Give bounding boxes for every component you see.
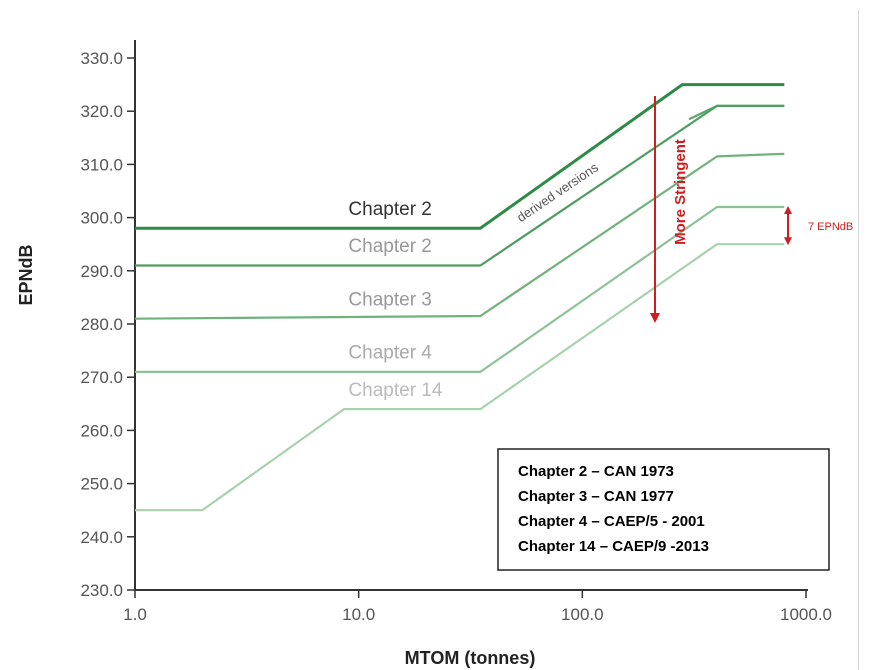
y-tick-label: 240.0 (80, 528, 123, 547)
series-lines (134, 83, 785, 512)
x-tick-label: 1.0 (123, 605, 147, 624)
series-label: Chapter 4 (348, 343, 432, 364)
x-tick-label: 10.0 (342, 605, 375, 624)
y-axis-title: EPNdB (16, 244, 36, 305)
x-tick-label: 100.0 (561, 605, 604, 624)
y-tick-label: 280.0 (80, 315, 123, 334)
series-labels: Chapter 2 Chapter 2 Chapter 3 Chapter 4 Chap… (348, 199, 442, 401)
y-tick-label: 230.0 (80, 581, 123, 600)
more-stringent-annotation: More Stringent (650, 96, 689, 323)
more-stringent-label: More Stringent (672, 139, 689, 245)
legend: Chapter 2 – CAN 1973 Chapter 3 – CAN 197… (497, 448, 830, 571)
series-line (135, 205, 785, 373)
legend-box (497, 448, 830, 571)
delta-annotation: 7 EPNdB (784, 205, 853, 246)
legend-entry: Chapter 3 – CAN 1977 (518, 488, 674, 505)
y-tick-label: 310.0 (80, 155, 123, 174)
y-tick-label: 330.0 (80, 49, 123, 68)
series-line (135, 104, 785, 267)
y-tick-label: 300.0 (80, 209, 123, 228)
x-tick-label: 1000.0 (780, 605, 832, 624)
series-line (688, 104, 785, 121)
frame-edge (858, 10, 859, 670)
series-line (135, 83, 785, 230)
series-line (134, 152, 785, 320)
series-label: Chapter 2 (348, 199, 431, 220)
series-label: Chapter 2 (348, 236, 431, 257)
y-tick-label: 250.0 (80, 475, 123, 494)
legend-entry: Chapter 14 – CAEP/9 -2013 (518, 538, 709, 555)
series-line (135, 243, 785, 512)
y-tick-label: 260.0 (80, 421, 123, 440)
y-tick-label: 320.0 (80, 102, 123, 121)
y-tick-label: 270.0 (80, 368, 123, 387)
axes: 230.0 240.0 250.0 260.0 270.0 280.0 290.0 300.0… (80, 40, 832, 624)
legend-entry: Chapter 2 – CAN 1973 (518, 463, 674, 480)
x-ticks: 1.0 10.0 100.0 1000.0 (123, 590, 832, 624)
y-ticks: 230.0 240.0 250.0 260.0 270.0 280.0 290.0 300.0… (80, 49, 135, 600)
delta-label: 7 EPNdB (808, 221, 853, 233)
x-axis-title: MTOM (tonnes) (405, 648, 536, 668)
series-label: Chapter 14 (348, 380, 442, 401)
y-tick-label: 290.0 (80, 262, 123, 281)
legend-entry: Chapter 4 – CAEP/5 - 2001 (518, 513, 705, 530)
series-label: Chapter 3 (348, 289, 431, 310)
